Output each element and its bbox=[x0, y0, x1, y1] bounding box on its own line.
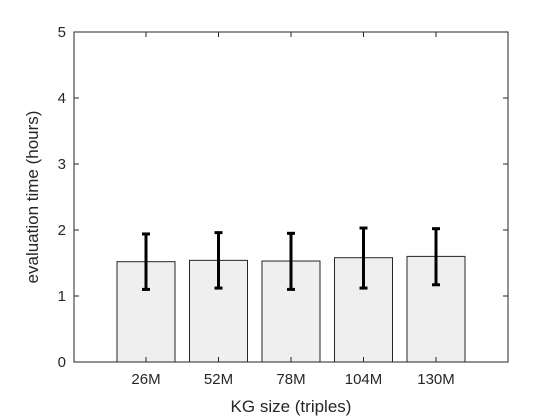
y-axis-ticks: 0 1 2 3 4 5 bbox=[58, 24, 508, 371]
y-tick-label: 1 bbox=[58, 288, 66, 305]
x-tick-label: 26M bbox=[131, 371, 160, 388]
y-tick-label: 3 bbox=[58, 156, 66, 173]
y-axis-title: evaluation time (hours) bbox=[23, 111, 42, 284]
y-tick-label: 4 bbox=[58, 90, 66, 107]
error-bars-group bbox=[142, 226, 440, 291]
y-tick-label: 0 bbox=[58, 354, 66, 371]
x-tick-label: 130M bbox=[417, 371, 455, 388]
x-axis-ticks: 26M 52M 78M 104M 130M bbox=[131, 32, 455, 388]
x-axis-title: KG size (triples) bbox=[231, 397, 352, 416]
x-tick-label: 52M bbox=[204, 371, 233, 388]
x-tick-label: 104M bbox=[345, 371, 383, 388]
y-tick-label: 5 bbox=[58, 24, 66, 41]
x-tick-label: 78M bbox=[276, 371, 305, 388]
y-tick-label: 2 bbox=[58, 222, 66, 239]
